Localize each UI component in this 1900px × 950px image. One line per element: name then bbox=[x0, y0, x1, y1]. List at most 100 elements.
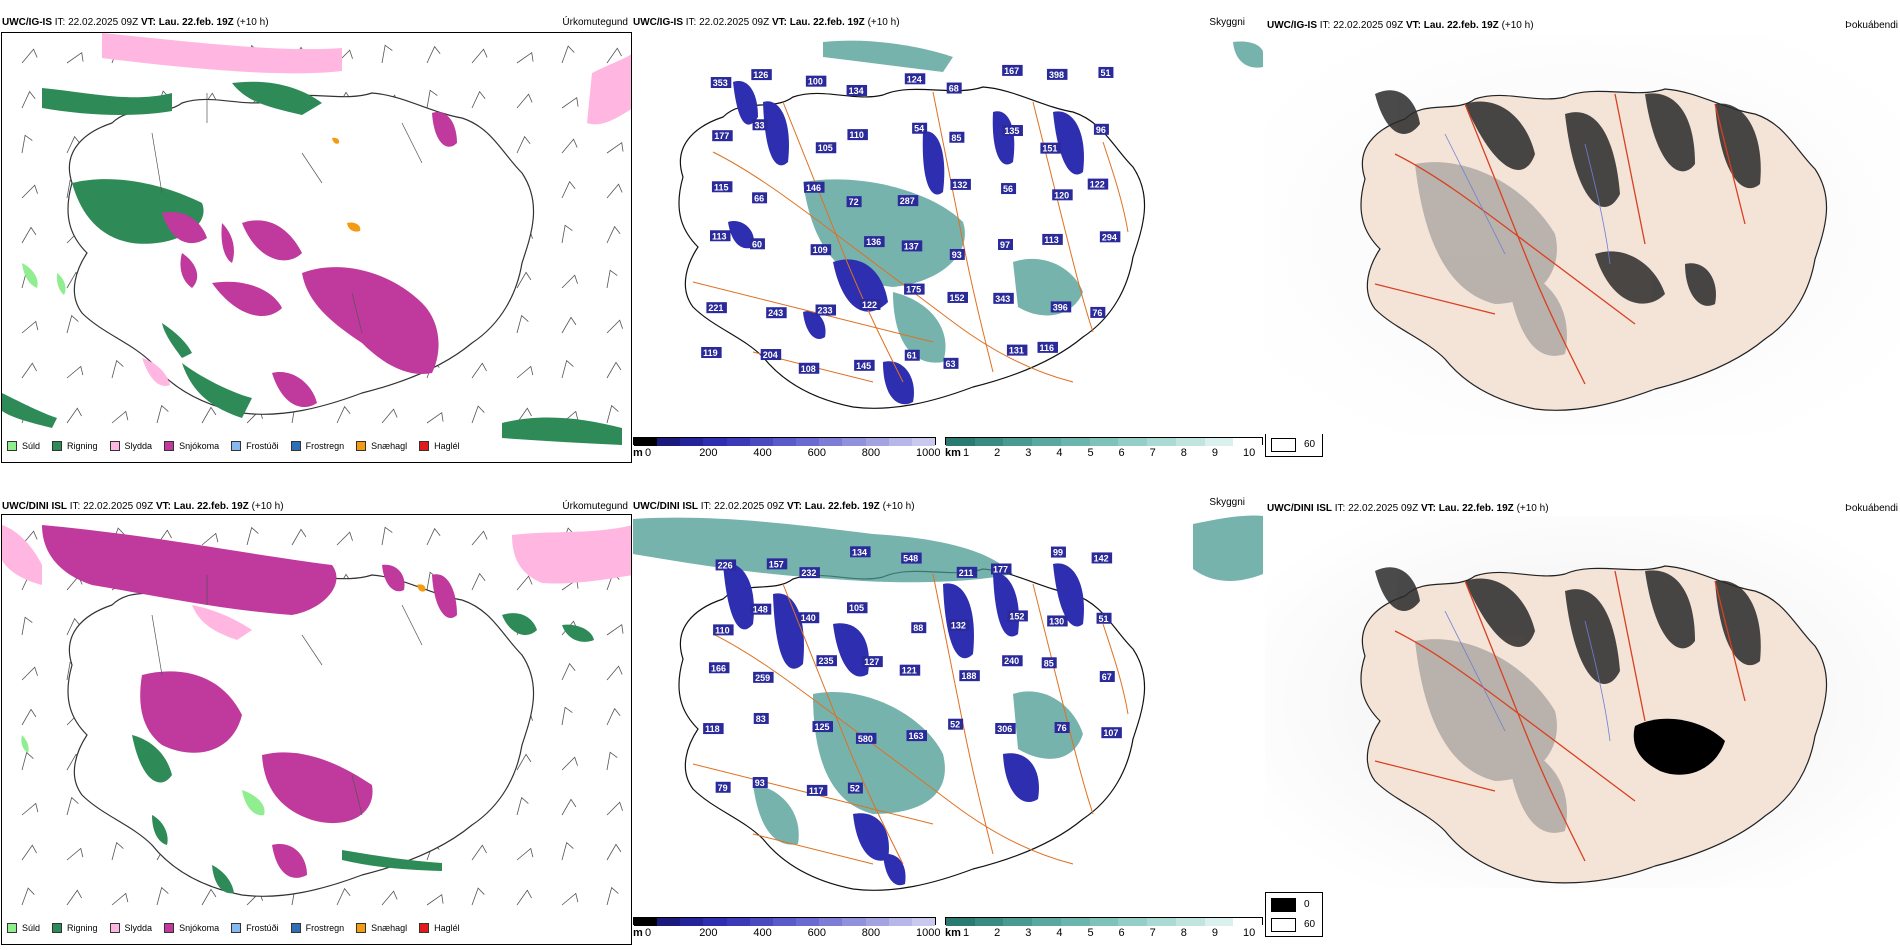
visibility-value: 110 bbox=[715, 625, 730, 635]
colorbar-tick-label: 3 bbox=[1025, 447, 1032, 459]
colorbar-tick-label: 200 bbox=[699, 447, 718, 459]
visibility-label-bg bbox=[1002, 655, 1023, 667]
precip-legend-label: Rigning bbox=[67, 923, 98, 933]
visibility-label-bg bbox=[947, 291, 968, 303]
visibility-value: 126 bbox=[753, 70, 768, 80]
wind-barb bbox=[381, 890, 398, 906]
visibility-label-bg bbox=[901, 552, 922, 564]
visibility-label-bg bbox=[710, 230, 731, 242]
visibility-label-bg bbox=[804, 181, 825, 193]
colorbar-tick-label: 6 bbox=[1118, 927, 1125, 939]
visibility-value: 398 bbox=[1049, 70, 1064, 80]
precip-legend-item: Frostúði bbox=[231, 440, 279, 452]
precip-legend-label: Frostregn bbox=[305, 923, 345, 933]
wind-barb bbox=[21, 48, 38, 64]
row1-precip-legend: Súld Rigning Slydda Snjókoma Frostúði Frostre… bbox=[7, 440, 460, 452]
colorbar-tick-label: 4 bbox=[1056, 447, 1063, 459]
visibility-value: 211 bbox=[959, 568, 974, 578]
visibility-label-bg bbox=[812, 721, 834, 733]
visibility-value: 105 bbox=[849, 603, 864, 613]
visibility-label-bg bbox=[1041, 657, 1057, 669]
visibility-value: 233 bbox=[818, 306, 833, 316]
visibility-label-bg bbox=[766, 307, 787, 319]
visibility-label-bg bbox=[901, 240, 923, 252]
colorbar-segment bbox=[657, 438, 681, 446]
row1-precip-title: Úrkomutegund bbox=[562, 17, 628, 28]
visibility-label-bg bbox=[995, 722, 1016, 734]
visibility-value: 76 bbox=[1092, 308, 1102, 318]
visibility-value: 188 bbox=[961, 671, 976, 681]
row1-it-value: 22.02.2025 09Z bbox=[68, 17, 139, 28]
visibility-value: 142 bbox=[1094, 553, 1109, 563]
visibility-value: 61 bbox=[907, 351, 917, 361]
visibility-value: 115 bbox=[714, 182, 729, 192]
row1-cloud-map: 353 126 100 134 124 68 167 398 51 177 33 105 110 54 85… bbox=[633, 32, 1263, 432]
row1-mid-it-label: IT: bbox=[685, 17, 697, 28]
colorbar-tick-label: 400 bbox=[753, 927, 772, 939]
visibility-value: 93 bbox=[755, 778, 765, 788]
visibility-label-bg bbox=[815, 142, 837, 154]
visibility-value: 136 bbox=[866, 237, 881, 247]
visibility-label-bg bbox=[1037, 341, 1058, 353]
precip-legend-item: Slydda bbox=[109, 440, 152, 452]
visibility-value: 580 bbox=[858, 734, 873, 744]
visibility-label-bg bbox=[1091, 552, 1113, 564]
colorbar-segment bbox=[680, 438, 704, 446]
row1-right-vt-label: VT: bbox=[1405, 20, 1421, 31]
visibility-label-bg bbox=[1002, 64, 1023, 76]
wind-barb bbox=[66, 51, 84, 64]
row1-mid-it-value: 22.02.2025 09Z bbox=[699, 17, 770, 28]
colorbar-tick-label: 9 bbox=[1211, 447, 1218, 459]
wind-barb bbox=[471, 844, 487, 861]
visibility-value: 235 bbox=[818, 656, 833, 666]
visibility-value: 54 bbox=[914, 124, 924, 134]
wind-barb bbox=[471, 48, 488, 64]
wind-barb bbox=[606, 361, 622, 379]
precip-legend-swatch bbox=[164, 441, 175, 451]
visibility-value: 353 bbox=[713, 78, 728, 88]
precip-legend-item: Snæhagl bbox=[356, 440, 407, 452]
row1-colorbar-m bbox=[633, 437, 936, 446]
visibility-label-bg bbox=[1006, 344, 1028, 356]
wind-barb bbox=[606, 404, 619, 424]
row2-right-it-value: 22.02.2025 09Z bbox=[1348, 503, 1419, 514]
colorbar-segment bbox=[842, 438, 866, 446]
visibility-value: 122 bbox=[1090, 180, 1105, 190]
row2-colorbar-km-unit: km bbox=[945, 927, 961, 939]
visibility-label-bg bbox=[899, 664, 921, 676]
row2-colorbar-km bbox=[945, 917, 1263, 926]
precip-legend-item: Snjókoma bbox=[164, 922, 219, 934]
colorbar-segment bbox=[749, 918, 773, 926]
wind-barb bbox=[561, 96, 579, 109]
colorbar-segment bbox=[1175, 438, 1205, 446]
wind-barb bbox=[516, 314, 529, 334]
visibility-value: 63 bbox=[946, 359, 956, 369]
row1-mid-header: UWC/IG-IS IT: 22.02.2025 09Z VT: Lau. 22… bbox=[633, 16, 900, 30]
colorbar-segment bbox=[1204, 438, 1234, 446]
wind-barb bbox=[66, 135, 81, 154]
visibility-label-bg bbox=[810, 244, 832, 256]
colorbar-tick-label: 10 bbox=[1243, 447, 1256, 459]
visibility-label-bg bbox=[749, 238, 765, 250]
colorbar-tick-label: 400 bbox=[753, 447, 772, 459]
wind-barb bbox=[156, 404, 169, 424]
wind-barb bbox=[516, 847, 534, 861]
colorbar-tick-label: 7 bbox=[1149, 927, 1156, 939]
wind-barb bbox=[201, 888, 217, 906]
colorbar-segment bbox=[888, 918, 912, 926]
colorbar-tick-label: 2 bbox=[994, 927, 1001, 939]
wind-barb bbox=[606, 886, 619, 906]
wind-barb bbox=[21, 802, 39, 816]
visibility-label-bg bbox=[847, 129, 868, 141]
row2-lead: (+10 h) bbox=[251, 501, 284, 512]
fog-legend-high: 60 bbox=[1304, 919, 1316, 930]
visibility-number-labels: 226 157 232 134 548 211 177 99 142 110 148 140 105 88… bbox=[703, 546, 1122, 796]
wind-barb bbox=[516, 365, 534, 379]
row1-precip-svg bbox=[2, 33, 631, 445]
colorbar-tick-label: 0 bbox=[645, 447, 652, 459]
visibility-value: 134 bbox=[849, 86, 864, 96]
visibility-label-bg bbox=[1001, 183, 1017, 195]
visibility-value: 175 bbox=[906, 285, 921, 295]
visibility-label-bg bbox=[912, 122, 928, 134]
wind-barb bbox=[561, 224, 573, 244]
